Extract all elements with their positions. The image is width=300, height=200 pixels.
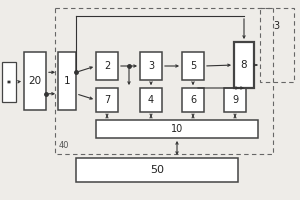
Text: 50: 50 xyxy=(150,165,164,175)
Text: 1: 1 xyxy=(64,76,70,86)
Text: 10: 10 xyxy=(171,124,183,134)
Text: 6: 6 xyxy=(190,95,196,105)
Text: 8: 8 xyxy=(241,60,247,70)
Bar xyxy=(58,52,76,110)
Text: 40: 40 xyxy=(59,141,70,150)
Bar xyxy=(96,52,118,80)
Bar xyxy=(140,52,162,80)
Text: 5: 5 xyxy=(190,61,196,71)
Bar xyxy=(55,8,273,154)
Bar xyxy=(140,88,162,112)
Bar xyxy=(260,8,294,82)
Text: 3: 3 xyxy=(273,21,279,31)
Text: 4: 4 xyxy=(148,95,154,105)
Bar xyxy=(96,88,118,112)
Bar xyxy=(96,120,258,138)
Text: 9: 9 xyxy=(232,95,238,105)
Bar xyxy=(224,88,246,112)
Text: 2: 2 xyxy=(104,61,110,71)
Bar xyxy=(24,52,46,110)
Bar xyxy=(182,52,204,80)
Bar xyxy=(234,42,254,88)
Text: 20: 20 xyxy=(28,76,42,86)
Bar xyxy=(182,88,204,112)
Text: 3: 3 xyxy=(148,61,154,71)
Bar xyxy=(76,158,238,182)
Bar xyxy=(2,62,16,102)
Text: 7: 7 xyxy=(104,95,110,105)
